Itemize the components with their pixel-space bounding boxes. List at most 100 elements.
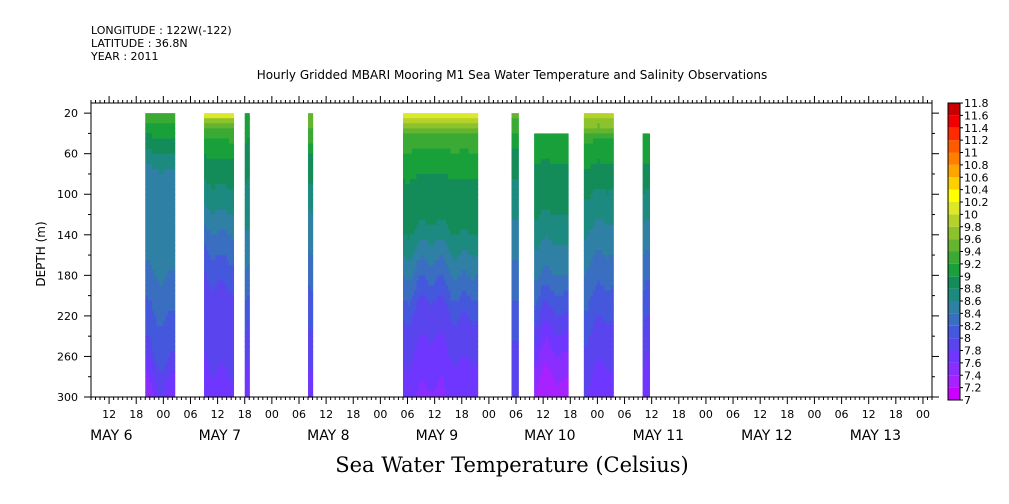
data-cell xyxy=(536,255,540,261)
data-cell xyxy=(149,320,153,327)
data-cell xyxy=(425,376,429,383)
data-cell xyxy=(145,184,149,190)
data-cell xyxy=(538,194,542,200)
data-cell xyxy=(210,244,214,251)
data-cell xyxy=(540,133,544,140)
data-cell xyxy=(430,285,433,292)
data-cell xyxy=(543,194,547,200)
data-cell xyxy=(457,189,461,195)
data-cell xyxy=(543,366,547,373)
data-cell xyxy=(466,128,470,135)
data-cell xyxy=(558,244,562,251)
data-cell xyxy=(228,158,232,165)
data-cell xyxy=(441,179,445,185)
data-cell xyxy=(412,326,415,332)
data-cell xyxy=(423,163,427,170)
data-cell xyxy=(464,260,467,266)
data-cell xyxy=(563,163,567,170)
data-cell xyxy=(549,229,553,236)
data-cell xyxy=(421,163,424,170)
data-cell xyxy=(552,168,556,175)
data-cell xyxy=(412,138,415,145)
data-cell xyxy=(470,295,474,302)
data-cell xyxy=(558,265,562,271)
data-cell xyxy=(473,305,476,312)
data-cell xyxy=(552,158,556,165)
data-cell xyxy=(149,204,153,211)
data-cell xyxy=(601,310,605,317)
data-cell xyxy=(405,133,409,140)
data-cell xyxy=(224,229,228,236)
data-cell xyxy=(434,194,438,200)
data-cell xyxy=(213,265,216,271)
data-cell xyxy=(172,158,176,165)
data-cell xyxy=(473,351,476,358)
data-cell xyxy=(208,128,212,135)
data-cell xyxy=(208,148,212,155)
data-cell xyxy=(149,199,153,205)
data-cell xyxy=(461,244,465,251)
data-cell xyxy=(165,199,169,205)
data-cell xyxy=(409,239,413,246)
data-cell xyxy=(459,300,463,307)
data-cell xyxy=(470,290,474,297)
data-cell xyxy=(402,209,406,216)
data-cell xyxy=(246,244,250,251)
data-cell xyxy=(206,381,210,388)
data-cell xyxy=(213,224,216,231)
data-cell xyxy=(595,366,599,373)
data-cell xyxy=(466,239,470,246)
data-cell xyxy=(423,244,427,251)
data-cell xyxy=(534,250,537,256)
data-cell xyxy=(434,356,438,363)
data-cell xyxy=(595,265,599,271)
data-cell xyxy=(450,158,454,165)
data-cell xyxy=(599,275,603,282)
data-cell xyxy=(204,234,207,241)
data-cell xyxy=(215,376,219,383)
data-cell xyxy=(556,290,560,297)
data-cell xyxy=(204,158,207,165)
data-cell xyxy=(452,346,456,352)
data-cell xyxy=(448,381,452,388)
data-cell xyxy=(222,234,225,241)
data-cell xyxy=(149,346,153,352)
data-cell xyxy=(556,255,560,261)
data-cell xyxy=(439,300,443,307)
data-cell xyxy=(459,356,463,363)
data-cell xyxy=(409,219,413,226)
data-cell xyxy=(210,194,214,200)
data-cell xyxy=(545,214,549,221)
data-cell xyxy=(543,244,547,251)
data-cell xyxy=(224,305,228,312)
data-cell xyxy=(436,341,440,347)
data-cell xyxy=(461,209,465,216)
data-cell xyxy=(536,158,540,165)
data-cell xyxy=(534,346,537,352)
data-cell xyxy=(436,123,440,129)
data-cell xyxy=(206,310,210,317)
data-cell xyxy=(154,260,158,266)
data-cell xyxy=(443,219,447,226)
data-cell xyxy=(516,143,519,150)
data-cell xyxy=(511,285,515,292)
data-cell xyxy=(590,239,594,246)
data-cell xyxy=(224,270,228,276)
data-cell xyxy=(599,229,603,236)
data-cell xyxy=(470,361,474,368)
data-cell xyxy=(402,260,406,266)
data-cell xyxy=(468,199,472,205)
data-cell xyxy=(448,305,452,312)
data-cell xyxy=(156,158,160,165)
data-cell xyxy=(445,118,449,124)
data-cell xyxy=(441,229,445,236)
data-cell xyxy=(222,173,225,180)
data-cell xyxy=(156,361,160,368)
data-cell xyxy=(310,270,314,276)
data-cell xyxy=(163,361,167,368)
data-cell xyxy=(443,158,447,165)
data-cell xyxy=(439,153,443,160)
data-cell xyxy=(561,173,565,180)
data-cell xyxy=(583,336,587,342)
data-cell xyxy=(543,386,547,393)
